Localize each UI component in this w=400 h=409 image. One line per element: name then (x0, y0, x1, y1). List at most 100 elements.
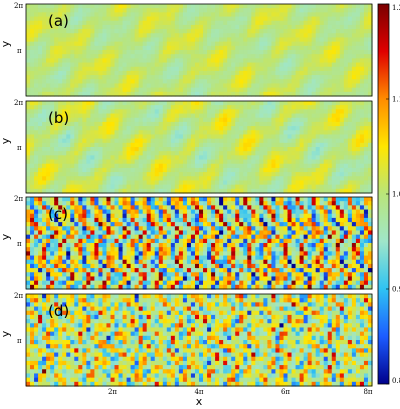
heatmap-cell (339, 58, 345, 64)
heatmap-cell (307, 105, 313, 110)
heatmap-cell (106, 70, 112, 76)
heatmap-cell (251, 33, 256, 39)
heatmap-cell (211, 142, 216, 148)
heatmap-cell (239, 62, 244, 68)
heatmap-cell (142, 147, 148, 152)
heatmap-cell (283, 188, 289, 194)
heatmap-cell (122, 138, 128, 144)
heatmap-cell (255, 109, 260, 115)
heatmap-cell (38, 213, 43, 219)
heatmap-cell (255, 226, 260, 232)
heatmap-cell (194, 54, 200, 59)
heatmap-cell (158, 91, 164, 97)
heatmap-cell (134, 172, 140, 177)
heatmap-cell (199, 50, 204, 55)
heatmap-cell (154, 238, 160, 244)
heatmap-cell (122, 29, 128, 34)
heatmap-cell (247, 58, 252, 64)
heatmap-cell (110, 29, 116, 34)
heatmap-cell (291, 163, 297, 169)
heatmap-cell (199, 167, 204, 173)
heatmap-cell (114, 37, 120, 43)
heatmap-cell (295, 201, 301, 206)
heatmap-cell (94, 20, 100, 26)
heatmap-cell (190, 105, 196, 110)
heatmap-cell (335, 16, 341, 22)
heatmap-cell (247, 230, 252, 236)
heatmap-cell (34, 62, 39, 68)
heatmap-cell (82, 54, 87, 59)
heatmap-cell (150, 213, 156, 219)
heatmap-cell (62, 213, 67, 219)
heatmap-cell (62, 16, 67, 22)
heatmap-cell (211, 70, 216, 76)
heatmap-cell (219, 20, 224, 26)
heatmap-cell (351, 45, 357, 51)
heatmap-cell (203, 172, 208, 177)
heatmap-cell (311, 217, 317, 223)
heatmap-cell (70, 75, 75, 80)
heatmap-cell (154, 201, 160, 206)
heatmap-cell (291, 217, 297, 223)
heatmap-cell (263, 54, 268, 59)
heatmap-cell (102, 62, 108, 68)
heatmap-cell (30, 151, 35, 156)
heatmap-cell (26, 91, 31, 97)
heatmap-cell (315, 151, 321, 156)
heatmap-cell (323, 20, 329, 26)
heatmap-cell (299, 24, 305, 30)
heatmap-cell (58, 16, 63, 22)
heatmap-cell (295, 117, 301, 123)
heatmap-cell (82, 180, 87, 186)
heatmap-cell (331, 105, 337, 110)
heatmap-cell (190, 180, 196, 186)
heatmap-cell (106, 12, 112, 18)
heatmap-cell (343, 209, 349, 215)
heatmap-cell (126, 66, 132, 72)
heatmap-cell (178, 45, 184, 51)
heatmap-cell (54, 37, 59, 43)
heatmap-cell (315, 4, 321, 9)
heatmap-cell (367, 4, 373, 9)
heatmap-cell (275, 91, 281, 97)
heatmap-cell (162, 29, 168, 34)
heatmap-cell (190, 75, 196, 80)
heatmap-cell (251, 8, 256, 13)
heatmap-cell (315, 24, 321, 30)
heatmap-cell (299, 121, 305, 127)
heatmap-cell (194, 238, 200, 244)
heatmap-cell (126, 167, 132, 173)
heatmap-cell (62, 130, 67, 136)
heatmap-cell (347, 8, 353, 13)
heatmap-cell (275, 217, 281, 223)
heatmap-cell (227, 126, 232, 131)
heatmap-cell (86, 12, 91, 18)
heatmap-cell (203, 238, 208, 244)
heatmap-cell (114, 58, 120, 64)
heatmap-cell (211, 54, 216, 59)
heatmap-cell (190, 20, 196, 26)
heatmap-cell (331, 66, 337, 72)
heatmap-cell (303, 197, 309, 202)
heatmap-cell (150, 230, 156, 236)
heatmap-cell (194, 66, 200, 72)
heatmap-cell (190, 37, 196, 43)
heatmap-cell (34, 155, 39, 161)
heatmap-cell (110, 58, 116, 64)
heatmap-cell (211, 45, 216, 51)
heatmap-cell (138, 205, 144, 211)
heatmap-cell (134, 134, 140, 140)
heatmap-cell (279, 121, 285, 127)
heatmap-cell (50, 205, 55, 211)
heatmap-cell (223, 16, 228, 22)
heatmap-cell (90, 172, 95, 177)
heatmap-cell (162, 83, 168, 89)
heatmap-cell (355, 45, 361, 51)
heatmap-cell (38, 50, 43, 55)
heatmap-cell (343, 75, 349, 80)
heatmap-cell (26, 184, 31, 190)
heatmap-cell (182, 12, 188, 18)
heatmap-cell (223, 234, 228, 240)
heatmap-cell (38, 45, 43, 51)
heatmap-cell (251, 226, 256, 232)
